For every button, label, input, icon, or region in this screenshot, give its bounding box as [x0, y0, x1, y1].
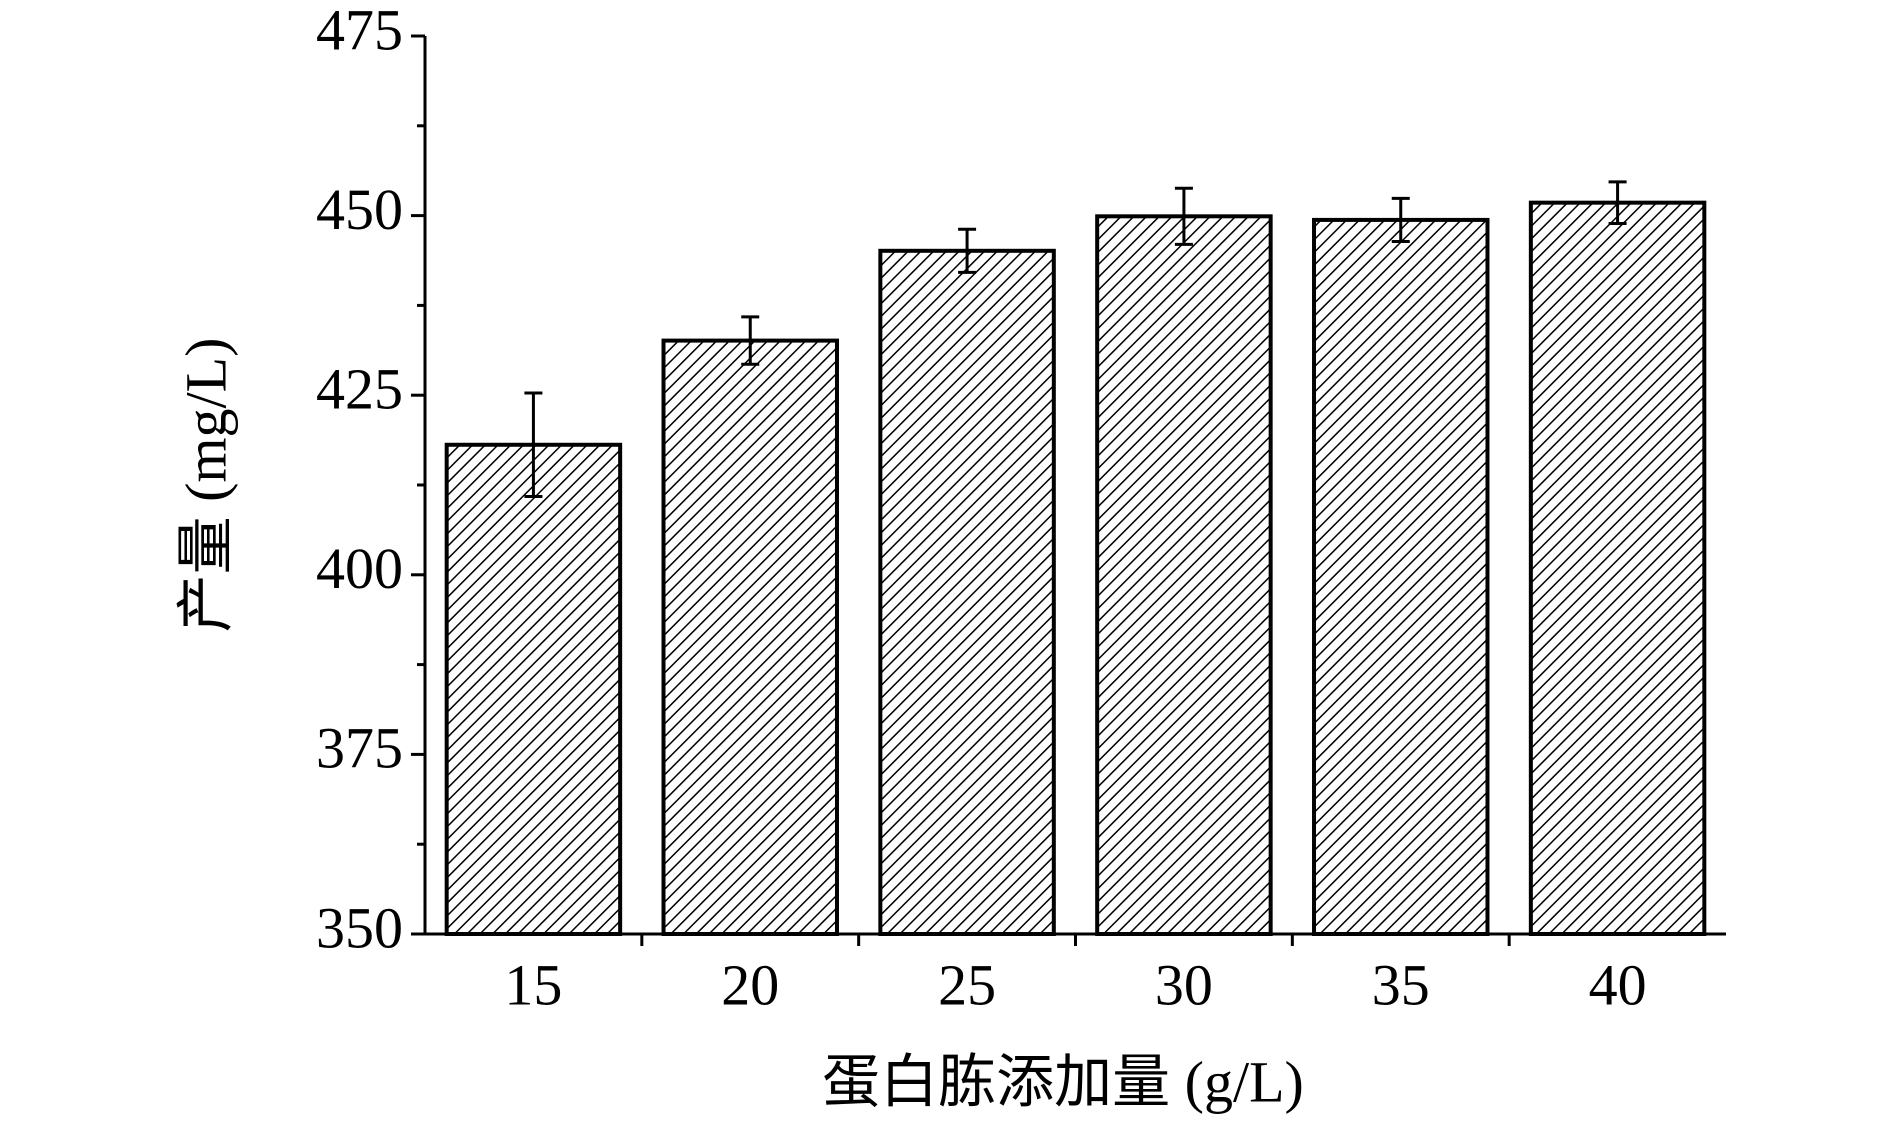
y-tick-label: 350 — [316, 895, 403, 960]
bar — [1095, 214, 1273, 936]
bar — [878, 248, 1056, 937]
x-tick-label: 35 — [1372, 952, 1430, 1017]
x-tick-label: 20 — [721, 952, 779, 1017]
bar — [661, 338, 839, 936]
x-tick-label: 40 — [1589, 952, 1647, 1017]
bar — [1528, 200, 1707, 936]
error-bar — [1608, 180, 1627, 226]
y-tick-label: 450 — [316, 177, 403, 242]
x-tick-label: 15 — [504, 952, 562, 1017]
x-tick-label: 25 — [938, 952, 996, 1017]
error-bar — [958, 227, 977, 274]
bar — [1312, 217, 1490, 936]
error-bar — [524, 391, 543, 498]
y-tick-label: 425 — [316, 357, 403, 422]
bar — [444, 442, 623, 936]
y-tick-label: 400 — [316, 536, 403, 601]
y-axis-title: 产量 (mg/L) — [173, 338, 238, 633]
y-tick-label: 475 — [316, 0, 403, 62]
y-tick-label: 375 — [316, 716, 403, 781]
error-bar — [1174, 186, 1193, 246]
x-tick-label: 30 — [1155, 952, 1213, 1017]
x-axis-title: 蛋白胨添加量 (g/L) — [822, 1049, 1304, 1114]
error-bar — [1391, 196, 1410, 243]
error-bar — [741, 315, 760, 366]
